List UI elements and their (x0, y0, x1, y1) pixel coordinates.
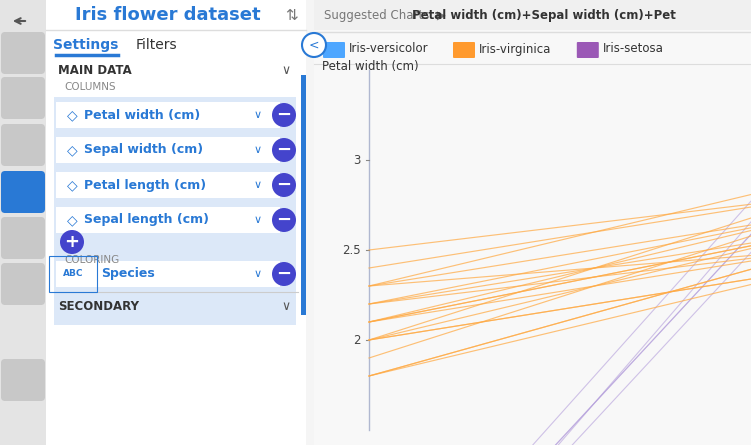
Text: Suggested Charts  ▶: Suggested Charts ▶ (324, 8, 454, 21)
FancyBboxPatch shape (301, 75, 306, 315)
FancyBboxPatch shape (453, 42, 475, 58)
Text: Petal width (cm): Petal width (cm) (322, 60, 418, 73)
Text: SECONDARY: SECONDARY (58, 300, 139, 313)
FancyBboxPatch shape (1, 171, 45, 213)
Text: 3: 3 (354, 154, 361, 166)
Text: +: + (65, 233, 80, 251)
Circle shape (60, 230, 84, 254)
Text: ∨: ∨ (254, 215, 262, 225)
Text: Petal length (cm): Petal length (cm) (84, 178, 206, 191)
FancyBboxPatch shape (1, 263, 45, 305)
Text: ◇: ◇ (67, 108, 77, 122)
FancyBboxPatch shape (314, 0, 751, 30)
Circle shape (302, 33, 326, 57)
FancyBboxPatch shape (1, 32, 45, 74)
FancyBboxPatch shape (1, 217, 45, 259)
Circle shape (272, 208, 296, 232)
Text: Settings: Settings (53, 38, 119, 52)
Text: Sepal length (cm): Sepal length (cm) (84, 214, 209, 227)
Text: 2: 2 (354, 333, 361, 347)
Text: ∨: ∨ (282, 64, 291, 77)
Circle shape (272, 262, 296, 286)
Text: ⇅: ⇅ (285, 8, 298, 23)
Text: Iris flower dataset: Iris flower dataset (75, 6, 261, 24)
Text: COLUMNS: COLUMNS (64, 82, 116, 92)
Text: ABC: ABC (63, 270, 83, 279)
Text: −: − (276, 265, 291, 283)
Text: −: − (276, 106, 291, 124)
FancyBboxPatch shape (56, 261, 280, 287)
Text: ∨: ∨ (254, 269, 262, 279)
FancyBboxPatch shape (56, 207, 280, 233)
Text: MAIN DATA: MAIN DATA (58, 64, 131, 77)
Text: Iris-virginica: Iris-virginica (479, 43, 551, 56)
Text: ∨: ∨ (282, 300, 291, 313)
Circle shape (272, 138, 296, 162)
Text: Petal width (cm)+Sepal width (cm)+Pet: Petal width (cm)+Sepal width (cm)+Pet (412, 8, 676, 21)
FancyBboxPatch shape (1, 124, 45, 166)
Text: ∨: ∨ (254, 180, 262, 190)
Text: ◇: ◇ (67, 213, 77, 227)
Text: ∨: ∨ (254, 110, 262, 120)
FancyBboxPatch shape (46, 0, 306, 445)
Text: −: − (276, 211, 291, 229)
FancyBboxPatch shape (577, 42, 599, 58)
FancyBboxPatch shape (323, 42, 345, 58)
FancyBboxPatch shape (56, 172, 280, 198)
Circle shape (272, 103, 296, 127)
Text: ◇: ◇ (67, 178, 77, 192)
FancyBboxPatch shape (1, 77, 45, 119)
Text: ∨: ∨ (254, 145, 262, 155)
Text: −: − (276, 176, 291, 194)
FancyBboxPatch shape (56, 102, 280, 128)
Text: Filters: Filters (135, 38, 176, 52)
FancyBboxPatch shape (1, 359, 45, 401)
Text: Petal width (cm): Petal width (cm) (84, 109, 201, 121)
Text: Species: Species (101, 267, 155, 280)
FancyBboxPatch shape (54, 97, 296, 325)
FancyBboxPatch shape (56, 137, 280, 163)
Circle shape (272, 173, 296, 197)
Text: COLORING: COLORING (64, 255, 119, 265)
Text: 2.5: 2.5 (342, 243, 361, 256)
Text: Iris-versicolor: Iris-versicolor (349, 43, 429, 56)
Text: <: < (309, 39, 319, 52)
Text: Sepal width (cm): Sepal width (cm) (84, 143, 203, 157)
Text: −: − (276, 141, 291, 159)
Text: ◇: ◇ (67, 143, 77, 157)
Text: Iris-setosa: Iris-setosa (603, 43, 664, 56)
FancyBboxPatch shape (314, 0, 751, 445)
FancyBboxPatch shape (0, 0, 46, 445)
